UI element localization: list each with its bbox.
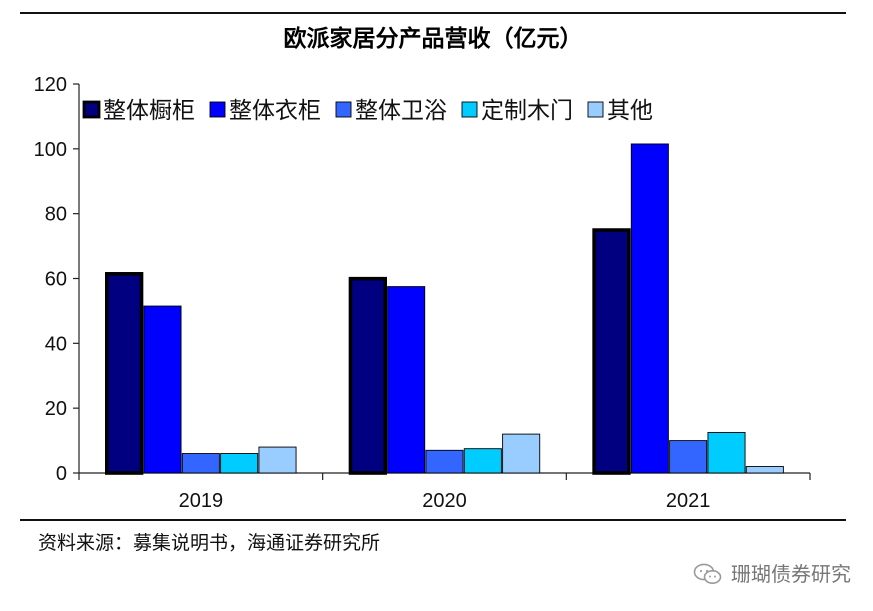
top-rule — [20, 12, 846, 14]
legend-item: 整体衣柜 — [209, 98, 321, 124]
y-tick-label: 60 — [45, 269, 67, 291]
legend-label: 整体衣柜 — [229, 98, 321, 124]
legend-swatch — [335, 101, 352, 118]
y-tick-label: 120 — [34, 74, 67, 96]
bar — [669, 440, 708, 474]
source-note: 资料来源：募集说明书，海通证券研究所 — [38, 532, 381, 554]
legend-swatch — [209, 101, 226, 118]
bar — [592, 228, 631, 475]
y-tick-label: 0 — [56, 463, 67, 485]
legend-swatch — [587, 101, 604, 118]
bar — [387, 286, 426, 474]
legend-label: 整体橱柜 — [103, 98, 195, 124]
legend-item: 其他 — [587, 98, 653, 124]
x-tick-label: 2019 — [179, 490, 224, 512]
chart-title: 欧派家居分产品营收（亿元） — [283, 26, 583, 52]
legend-item: 定制木门 — [461, 98, 573, 124]
bar — [143, 305, 182, 474]
legend-swatch — [461, 101, 478, 118]
legend-label: 整体卫浴 — [355, 98, 447, 124]
y-tick-label: 80 — [45, 204, 67, 226]
y-tick-label: 40 — [45, 333, 67, 355]
bar — [181, 453, 220, 474]
bar — [348, 276, 388, 475]
bottom-rule — [20, 519, 846, 521]
bar — [502, 433, 541, 474]
wechat-icon — [693, 563, 722, 584]
watermark: 珊瑚债券研究 — [693, 562, 851, 586]
x-tick-label: 2021 — [666, 490, 711, 512]
bar — [630, 143, 669, 474]
y-tick-label: 100 — [34, 139, 67, 161]
bar — [105, 272, 144, 475]
bar — [425, 449, 464, 474]
legend-item: 整体卫浴 — [335, 98, 447, 124]
legend-label: 定制木门 — [481, 98, 573, 124]
bar — [258, 446, 297, 474]
x-tick-label: 2020 — [422, 490, 467, 512]
bar — [220, 453, 259, 474]
bar — [463, 448, 502, 474]
legend-swatch — [82, 100, 101, 119]
bar — [707, 432, 746, 474]
legend-item: 整体橱柜 — [82, 98, 195, 124]
legend-label: 其他 — [607, 98, 653, 124]
watermark-text: 珊瑚债券研究 — [731, 562, 851, 586]
bar — [745, 466, 784, 474]
y-tick-label: 20 — [45, 398, 67, 420]
